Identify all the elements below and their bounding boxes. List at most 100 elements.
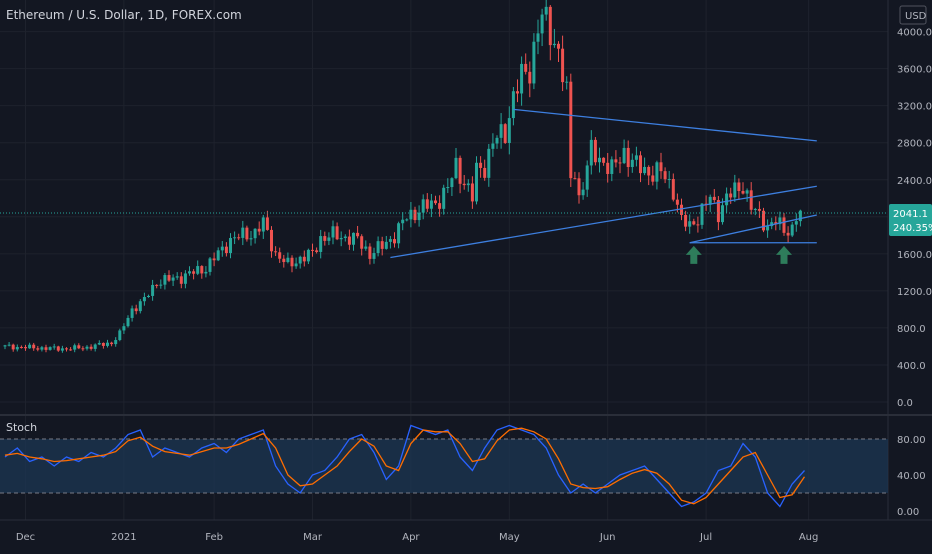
candle-body xyxy=(114,340,118,345)
candle-body xyxy=(565,81,569,83)
candle-body xyxy=(220,246,224,251)
candle-body xyxy=(778,217,782,225)
candle-body xyxy=(618,162,622,164)
candle-body xyxy=(438,203,442,209)
candle-body xyxy=(376,241,380,254)
candle-body xyxy=(319,236,323,252)
candle-body xyxy=(663,171,667,180)
candle-body xyxy=(352,232,355,245)
candle-body xyxy=(696,224,700,226)
candle-body xyxy=(639,155,642,174)
candle-body xyxy=(630,159,634,168)
candle-body xyxy=(610,159,614,174)
candle-body xyxy=(274,251,278,253)
candle-body xyxy=(249,238,253,240)
candle-body xyxy=(737,182,741,192)
candle-body xyxy=(142,297,146,302)
up-arrow-icon xyxy=(776,245,792,264)
candle-body xyxy=(598,157,601,163)
candle-body xyxy=(589,139,593,166)
candle-body xyxy=(3,345,7,347)
candle-body xyxy=(323,236,327,241)
candle-body xyxy=(561,48,565,83)
candle-body xyxy=(790,224,794,236)
candle-body xyxy=(470,183,474,202)
price-tick-label: 2400.0 xyxy=(897,176,932,187)
candle-body xyxy=(147,295,150,298)
candle-body xyxy=(122,326,126,331)
candle-body xyxy=(179,276,183,284)
candle-body xyxy=(204,271,208,274)
candle-body xyxy=(298,256,302,264)
candle-body xyxy=(659,162,663,172)
candle-body xyxy=(532,41,536,84)
candle-body xyxy=(286,257,290,263)
stoch-line-k xyxy=(4,424,805,508)
candle-body xyxy=(171,277,175,281)
candle-body xyxy=(208,258,212,272)
stoch-tick-label: 40.00 xyxy=(897,471,926,482)
candle-body xyxy=(766,226,770,231)
candle-body xyxy=(700,203,704,225)
candle-body xyxy=(729,193,733,198)
candle-body xyxy=(167,275,171,281)
candle-body xyxy=(28,344,32,349)
stoch-tick-label: 80.00 xyxy=(897,435,926,446)
stoch-band xyxy=(0,439,888,493)
candle-body xyxy=(388,239,392,242)
candle-body xyxy=(380,241,384,249)
candle-body xyxy=(19,346,23,348)
candle-body xyxy=(11,344,15,350)
candle-body xyxy=(466,183,470,186)
candle-body xyxy=(417,212,421,221)
candle-body xyxy=(126,317,130,327)
candle-body xyxy=(581,189,585,196)
price-tick-label: 1200.0 xyxy=(897,287,932,298)
candle-body xyxy=(409,209,413,220)
candle-body xyxy=(692,221,696,225)
candle-body xyxy=(475,162,478,202)
up-arrow-icon xyxy=(685,245,702,264)
candle-body xyxy=(753,208,757,210)
candle-body xyxy=(405,219,409,221)
candle-body xyxy=(643,166,647,174)
candle-body xyxy=(479,162,483,168)
candle-body xyxy=(245,227,249,240)
candle-body xyxy=(97,342,101,345)
candle-body xyxy=(294,263,298,267)
candle-body xyxy=(614,159,618,163)
price-tick-label: 400.0 xyxy=(897,361,926,372)
candle-body xyxy=(278,252,282,259)
candle-body xyxy=(684,214,688,227)
candle-body xyxy=(24,347,27,349)
candle-body xyxy=(401,219,405,224)
currency-label: USD xyxy=(905,11,927,22)
candle-body xyxy=(216,250,220,261)
candle-body xyxy=(655,162,659,182)
candle-body xyxy=(557,43,560,49)
candle-body xyxy=(183,273,187,284)
last-price-change: 240.35% xyxy=(893,223,932,234)
time-tick-label: May xyxy=(499,532,520,543)
candle-body xyxy=(680,204,683,215)
candle-body xyxy=(454,157,458,179)
candle-body xyxy=(212,258,216,261)
stoch-tick-label: 0.00 xyxy=(897,507,919,518)
candle-body xyxy=(118,330,122,341)
candle-body xyxy=(462,183,466,186)
candle-body xyxy=(40,347,44,350)
candle-body xyxy=(233,237,237,239)
candle-body xyxy=(372,253,376,259)
candle-body xyxy=(163,275,167,285)
last-price-value: 2041.1 xyxy=(893,209,928,220)
candle-body xyxy=(138,301,142,312)
candle-body xyxy=(106,342,109,346)
candle-body xyxy=(110,342,114,345)
candle-body xyxy=(794,221,798,225)
candle-body xyxy=(573,178,577,180)
candle-body xyxy=(516,91,519,94)
candle-body xyxy=(306,249,310,262)
candle-body xyxy=(101,342,105,346)
candle-body xyxy=(499,124,503,138)
